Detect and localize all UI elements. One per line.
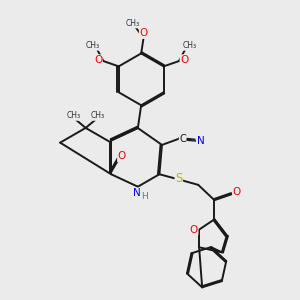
- Text: O: O: [140, 28, 148, 38]
- Text: CH₃: CH₃: [86, 41, 100, 50]
- Text: CH₃: CH₃: [126, 19, 140, 28]
- Text: CH₃: CH₃: [90, 111, 104, 120]
- Text: H: H: [141, 192, 148, 201]
- Text: N: N: [197, 136, 205, 146]
- Text: O: O: [233, 187, 241, 197]
- Text: O: O: [94, 55, 102, 65]
- Text: S: S: [175, 172, 182, 185]
- Text: CH₃: CH₃: [182, 41, 197, 50]
- Text: O: O: [190, 225, 198, 235]
- Text: CH₃: CH₃: [67, 111, 81, 120]
- Text: O: O: [180, 55, 188, 65]
- Text: N: N: [134, 188, 141, 198]
- Text: C: C: [179, 134, 186, 144]
- Text: O: O: [118, 152, 126, 161]
